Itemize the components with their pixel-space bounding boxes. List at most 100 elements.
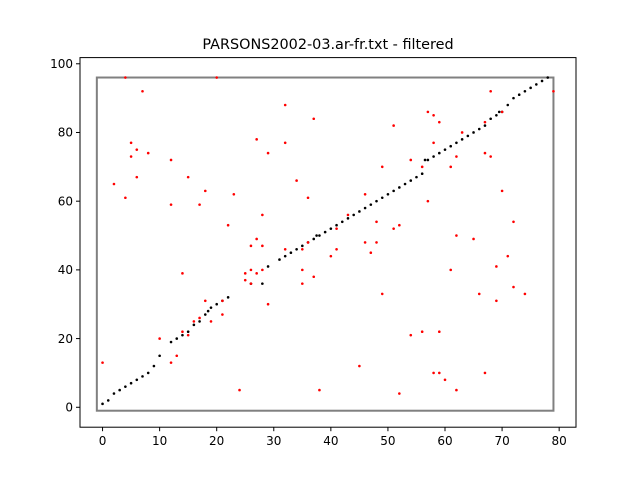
alignment-point: [495, 114, 498, 117]
candidate-point: [255, 272, 258, 275]
candidate-point: [432, 371, 435, 375]
candidate-point: [438, 371, 441, 375]
candidate-point: [112, 182, 116, 186]
alignment-point: [175, 337, 179, 340]
candidate-point: [523, 292, 527, 296]
alignment-point: [301, 244, 304, 248]
candidate-point: [226, 223, 230, 227]
alignment-point: [477, 127, 481, 131]
alignment-point: [289, 251, 293, 255]
candidate-point: [455, 155, 458, 158]
candidate-point: [169, 158, 173, 162]
alignment-point: [312, 237, 316, 241]
alignment-point: [318, 234, 321, 237]
candidate-point: [438, 120, 441, 124]
alignment-point: [540, 79, 544, 83]
candidate-point: [375, 220, 378, 224]
alignment-point: [472, 131, 475, 134]
candidate-point: [398, 223, 401, 227]
candidate-point: [261, 213, 264, 217]
alignment-point: [535, 83, 538, 86]
alignment-point: [483, 124, 487, 127]
candidate-point: [135, 148, 139, 151]
alignment-point: [261, 282, 264, 285]
candidate-point: [215, 76, 218, 79]
alignment-point: [369, 203, 373, 206]
candidate-point: [306, 241, 310, 244]
candidate-point: [420, 165, 424, 169]
candidate-point: [141, 89, 144, 93]
alignment-point: [266, 265, 270, 268]
candidate-point: [198, 316, 201, 320]
candidate-point: [221, 313, 224, 316]
alignment-point: [489, 117, 492, 121]
alignment-point: [375, 199, 378, 203]
alignment-point: [146, 371, 150, 375]
alignment-point: [506, 103, 510, 107]
alignment-point: [203, 313, 207, 316]
candidate-point: [129, 155, 133, 158]
candidate-point: [426, 199, 430, 203]
alignment-point: [443, 148, 447, 151]
candidate-point: [129, 141, 133, 145]
alignment-point: [415, 175, 418, 179]
candidate-point: [301, 268, 304, 272]
alignment-point: [409, 179, 413, 182]
alignment-point: [226, 296, 230, 299]
candidate-point: [255, 237, 258, 241]
alignment-point: [192, 323, 196, 327]
candidate-point: [186, 333, 190, 337]
candidate-point: [380, 292, 384, 296]
candidate-point: [198, 203, 201, 206]
alignment-point: [455, 141, 458, 145]
candidate-point: [443, 378, 447, 382]
alignment-point: [449, 144, 453, 148]
candidate-point: [329, 254, 333, 258]
chart-title: PARSONS2002-03.ar-fr.txt - filtered: [202, 37, 453, 53]
alignment-point: [152, 364, 156, 368]
candidate-point: [512, 220, 515, 224]
candidate-point: [301, 282, 304, 285]
candidate-point: [398, 392, 401, 395]
axes-frame: [79, 57, 577, 428]
candidate-point: [512, 285, 515, 289]
candidate-point: [295, 179, 298, 182]
y-tick-label: 20: [58, 332, 73, 346]
candidate-point: [249, 268, 253, 272]
alignment-point: [278, 258, 281, 261]
candidate-point: [392, 227, 395, 230]
candidate-point: [477, 292, 481, 296]
plot-area: [95, 76, 555, 412]
candidate-point: [312, 275, 316, 279]
alignment-point: [141, 375, 144, 378]
candidate-point: [124, 76, 127, 79]
alignment-point: [512, 96, 515, 100]
alignment-point: [181, 333, 184, 337]
alignment-point: [523, 89, 527, 93]
candidate-point: [455, 388, 458, 392]
alignment-point: [432, 155, 435, 158]
alignment-point: [198, 320, 201, 323]
candidate-point: [460, 131, 464, 134]
candidate-point: [169, 361, 173, 364]
alignment-point: [329, 227, 333, 230]
alignment-point: [118, 388, 121, 392]
alignment-point: [352, 213, 355, 217]
candidate-point: [409, 158, 413, 162]
candidate-point: [363, 193, 367, 196]
candidate-point: [181, 272, 184, 275]
candidate-point: [124, 196, 127, 200]
candidate-point: [266, 151, 270, 155]
candidate-points: [101, 76, 555, 395]
candidate-point: [249, 282, 253, 285]
y-tick-label: 80: [58, 126, 73, 140]
alignment-point: [529, 86, 532, 90]
candidate-point: [283, 247, 287, 251]
x-tick-label: 50: [380, 434, 395, 448]
candidate-point: [426, 110, 430, 114]
candidate-point: [243, 278, 247, 282]
candidate-point: [483, 120, 487, 124]
alignment-point: [323, 230, 327, 234]
alignment-point: [129, 381, 133, 385]
